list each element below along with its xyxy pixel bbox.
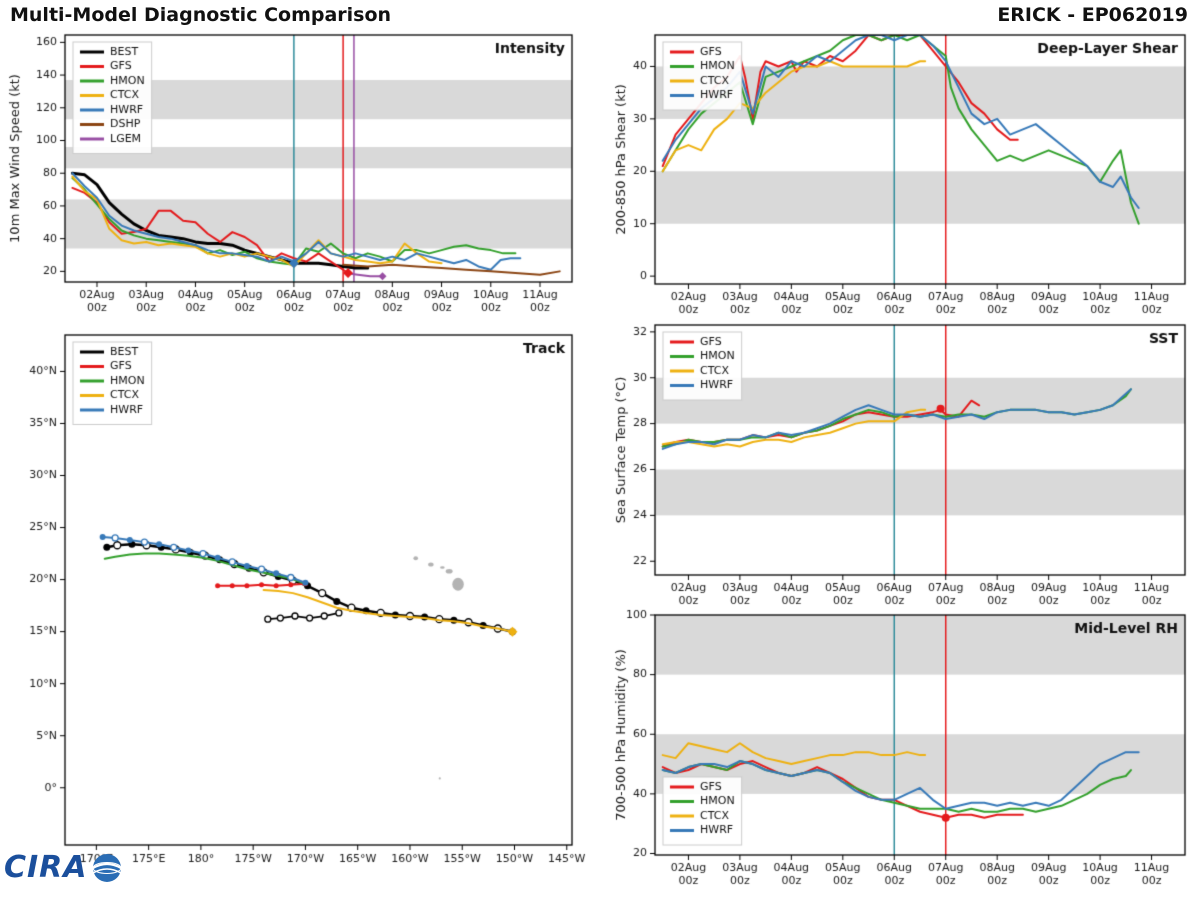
track-map-chart [0, 318, 600, 878]
cira-logo-text: CIRA [4, 850, 88, 885]
sst-chart [610, 312, 1200, 612]
globe-icon [91, 853, 122, 882]
intensity-chart [0, 22, 600, 322]
page-title: Multi-Model Diagnostic Comparison [10, 4, 392, 26]
storm-id: ERICK - EP062019 [997, 4, 1188, 26]
cira-logo: CIRA [4, 850, 124, 885]
mid-level-rh-chart [610, 602, 1200, 900]
deep-layer-shear-chart [610, 22, 1200, 322]
